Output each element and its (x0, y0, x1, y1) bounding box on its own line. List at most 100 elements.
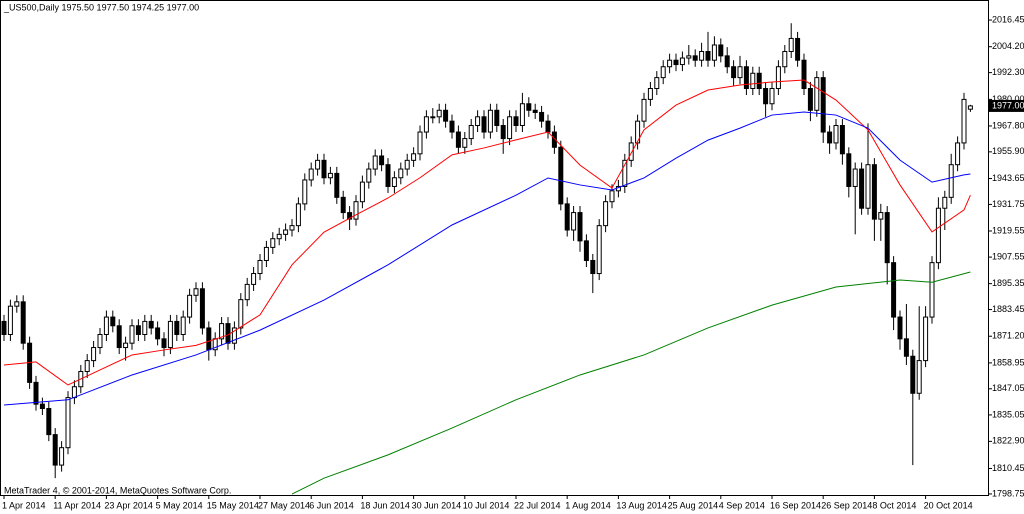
candle-body (891, 262, 897, 318)
y-tick-label: 1992.30 (992, 67, 1024, 77)
candle-body (398, 168, 404, 179)
candle-body (571, 212, 577, 231)
candle-body (404, 159, 410, 170)
candle-body (315, 159, 321, 170)
candle-body (647, 88, 653, 100)
candle-body (59, 447, 65, 466)
candle-body (347, 212, 353, 220)
y-tick-label: 1835.05 (992, 409, 1024, 419)
candle-body (167, 320, 173, 349)
y-tick-label: 1847.05 (992, 383, 1024, 393)
candle-body (494, 109, 500, 127)
candle-body (455, 131, 461, 148)
candle-body (801, 59, 807, 90)
y-tick-label: 1943.65 (992, 173, 1024, 183)
candle-body (257, 259, 263, 275)
candle-body (743, 66, 749, 90)
candle-body (699, 51, 705, 61)
candle-body (750, 72, 756, 90)
y-tick-label: 1798.75 (992, 488, 1024, 498)
candle-body (219, 323, 225, 340)
candle-body (283, 229, 289, 235)
candle-body (519, 103, 525, 127)
candle-body (366, 168, 372, 183)
candle-body (276, 233, 282, 240)
candle-body (955, 142, 961, 166)
candle-body (33, 381, 39, 405)
candle-body (603, 201, 609, 227)
candle-body (852, 168, 858, 187)
chart-title: _US500,Daily 1975.50 1977.50 1974.25 197… (3, 2, 199, 12)
candle-body (526, 103, 532, 111)
y-tick-label: 2004.20 (992, 41, 1024, 51)
candle-body (807, 88, 813, 111)
candle-body (577, 212, 583, 242)
x-tick-label: 15 May 2014 (207, 500, 259, 510)
moving-average (3, 111, 971, 406)
candle-body (379, 155, 385, 166)
candle-body (763, 88, 769, 105)
x-tick-label: 10 Jul 2014 (463, 500, 510, 510)
y-tick-label: 1980.00 (992, 94, 1024, 104)
candle-body (846, 153, 852, 187)
candle-body (583, 240, 589, 261)
candle-body (84, 360, 90, 372)
candle-body (935, 207, 941, 264)
candle-body (686, 55, 692, 59)
y-tick-label: 1955.90 (992, 146, 1024, 156)
candle-body (52, 434, 58, 466)
candle-body (596, 225, 602, 275)
candle-body (443, 109, 449, 122)
candle-body (564, 203, 570, 231)
y-tick-label: 1810.45 (992, 463, 1024, 473)
candle-body (513, 116, 519, 127)
candle-body (321, 159, 327, 179)
candle-body (897, 316, 903, 340)
candle-body (155, 327, 161, 340)
moving-average (3, 79, 971, 386)
x-tick-label: 18 Jun 2014 (360, 500, 410, 510)
candle-body (737, 66, 743, 79)
candle-body (231, 327, 237, 344)
candle-body (302, 179, 308, 205)
y-tick-label: 1931.75 (992, 199, 1024, 209)
x-tick-label: 4 Sep 2014 (719, 500, 765, 510)
candle-body (129, 325, 135, 344)
candle-body (705, 51, 711, 61)
candle-body (91, 347, 97, 362)
x-tick-label: 5 May 2014 (156, 500, 203, 510)
x-tick-label: 26 Sep 2014 (821, 500, 872, 510)
candle-body (423, 116, 429, 133)
candle-body (327, 172, 333, 179)
candle-body (359, 181, 365, 203)
x-tick-label: 30 Jun 2014 (412, 500, 462, 510)
candle-body (884, 212, 890, 264)
candle-body (711, 44, 717, 61)
last-price-label: 1977.00 (992, 100, 1024, 110)
candle-body (411, 153, 417, 161)
candle-body (916, 360, 922, 394)
candle-body (436, 109, 442, 118)
candle-body (903, 338, 909, 357)
candle-body (910, 355, 916, 394)
candle-body (289, 225, 295, 231)
candle-body (142, 320, 148, 335)
candle-body (795, 37, 801, 61)
candle-body (769, 88, 775, 105)
candle-body (609, 190, 615, 203)
watermark: MetaTrader 4, © 2001-2014, MetaQuotes So… (4, 485, 231, 495)
candle-body (679, 57, 685, 66)
y-tick-label: 1919.55 (992, 225, 1024, 235)
candle-body (270, 238, 276, 248)
candle-body (39, 403, 45, 409)
candle-body (865, 164, 871, 209)
candle-body (667, 59, 673, 68)
candle-body (942, 196, 948, 209)
x-tick-label: 1 Apr 2014 (2, 500, 46, 510)
candle-body (251, 273, 257, 285)
candle-body (391, 177, 397, 187)
y-tick-label: 1883.45 (992, 304, 1024, 314)
candle-body (660, 66, 666, 79)
